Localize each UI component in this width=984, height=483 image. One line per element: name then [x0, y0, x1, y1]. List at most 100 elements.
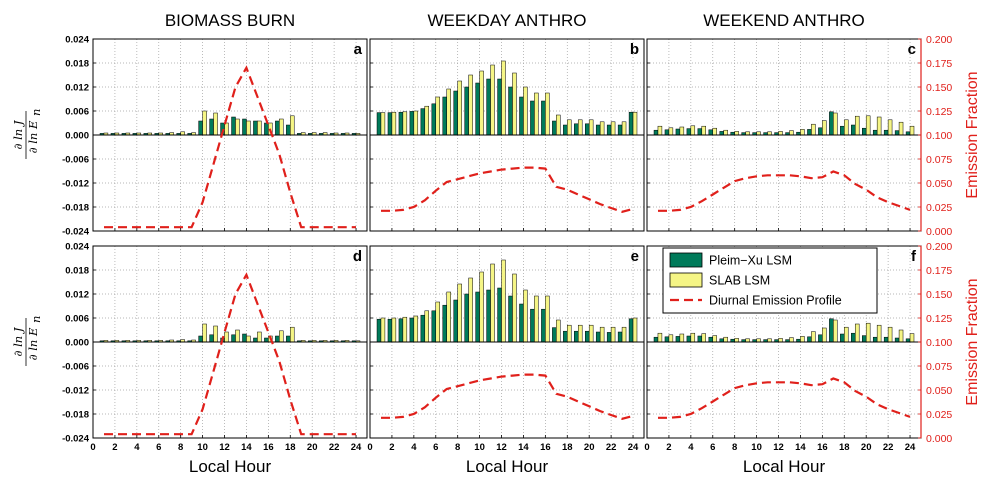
bar-pleim [231, 116, 236, 136]
legend-label-pleim: Pleim−Xu LSM [709, 254, 792, 268]
bar-pleim [453, 90, 458, 136]
bar-pleim [486, 289, 491, 343]
bar-pleim [376, 318, 382, 343]
bar-slab [588, 119, 594, 136]
bar-pleim [242, 333, 247, 343]
bar-slab [898, 329, 904, 343]
legend: Pleim−Xu LSM SLAB LSM Diurnal Emission Pro… [662, 247, 878, 314]
x-tick-label: 2 [389, 442, 394, 453]
bar-slab [599, 326, 605, 343]
bar-pleim [209, 334, 214, 343]
y-tick-label: 0.012 [65, 290, 89, 301]
bar-slab [668, 127, 674, 136]
bar-slab [701, 125, 706, 136]
bar-pleim [253, 337, 258, 343]
bar-slab [887, 119, 893, 136]
bar-slab [712, 127, 717, 136]
y-right-axis-label: Emission Fraction [964, 71, 981, 198]
bar-slab [876, 116, 882, 136]
bar-pleim [664, 129, 670, 136]
x-tick-label: 22 [606, 442, 617, 453]
bar-slab [668, 334, 674, 343]
x-tick-label: 2 [666, 442, 671, 453]
y-right-tick-label: 0.025 [926, 409, 952, 421]
bar-pleim [595, 124, 601, 136]
bar-slab [865, 322, 871, 343]
x-tick-label: 18 [562, 442, 573, 453]
bar-pleim [431, 310, 437, 343]
bar-slab [545, 295, 550, 343]
bar-slab [621, 121, 627, 136]
bar-slab [577, 324, 583, 343]
bar-pleim [264, 122, 269, 136]
bar-pleim [242, 118, 247, 136]
panel-label: e [631, 248, 639, 265]
x-tick-label: 8 [455, 442, 460, 453]
bar-pleim [617, 331, 623, 343]
y-right-tick-label: 0.150 [926, 82, 952, 94]
bar-slab [468, 277, 473, 343]
bar-pleim [519, 303, 524, 343]
x-tick-label: 14 [518, 442, 529, 453]
x-tick-label: 6 [156, 442, 161, 453]
bar-pleim [264, 337, 269, 343]
bar-slab [789, 337, 794, 343]
bar-slab [822, 120, 827, 136]
bar-pleim [409, 111, 415, 136]
y-label-numerator: ∂ ln J [11, 326, 25, 356]
x-tick-label: 4 [134, 442, 140, 453]
bar-slab [577, 119, 583, 136]
y-right-tick-label: 0.000 [926, 433, 952, 445]
bar-pleim [508, 295, 513, 343]
x-tick-label: 16 [263, 442, 274, 453]
bar-slab [844, 326, 849, 343]
bar-pleim [552, 120, 557, 136]
bar-slab [413, 110, 419, 136]
bar-pleim [508, 86, 513, 136]
bar-slab [457, 80, 462, 136]
bar-pleim [686, 128, 692, 136]
panel-label: b [630, 41, 639, 58]
legend-swatch-slab [669, 272, 703, 288]
bar-slab [224, 331, 229, 343]
panel-label: a [354, 41, 363, 58]
x-tick-label: 24 [628, 442, 639, 453]
bar-slab [567, 324, 572, 343]
panel-a: 0.024 0.018 0.012 0.006 0.000 -0.006 -0.012 -0.… [62, 11, 368, 238]
bar-slab [257, 120, 262, 136]
x-tick-label: 24 [905, 442, 916, 453]
bar-pleim [519, 96, 524, 136]
bar-slab [380, 112, 386, 136]
bar-slab [679, 126, 685, 136]
bar-pleim [530, 100, 535, 136]
bar-pleim [541, 100, 546, 136]
y-label-denominator: ∂ ln E [26, 120, 40, 153]
bar-slab [690, 125, 696, 136]
y-right-tick-label: 0.050 [926, 385, 952, 397]
x-tick-label: 24 [351, 442, 362, 453]
x-tick-label: 4 [688, 442, 694, 453]
bar-pleim [883, 129, 889, 136]
x-tick-label: 12 [773, 442, 784, 453]
y-tick-label: -0.018 [62, 203, 89, 214]
y-right-tick-label: 0.200 [926, 241, 952, 253]
panel-b: b WEEKDAY ANTHRO [369, 11, 645, 232]
bar-slab [446, 88, 451, 136]
bar-pleim [851, 124, 856, 136]
x-tick-label: 0 [90, 442, 95, 453]
y-right-tick-label: 0.125 [926, 106, 952, 118]
bar-pleim [409, 317, 415, 343]
bar-pleim [628, 318, 634, 343]
x-tick-label: 12 [496, 442, 507, 453]
bar-slab [789, 130, 794, 136]
bar-pleim [697, 128, 703, 136]
bar-slab [811, 331, 816, 343]
panel-label: d [353, 248, 362, 265]
bar-pleim [275, 335, 280, 343]
bar-slab [246, 120, 251, 136]
bar-pleim [872, 336, 878, 343]
bar-pleim [398, 111, 404, 136]
x-tick-label: 22 [329, 442, 340, 453]
x-axis-label: Local Hour [743, 457, 826, 476]
